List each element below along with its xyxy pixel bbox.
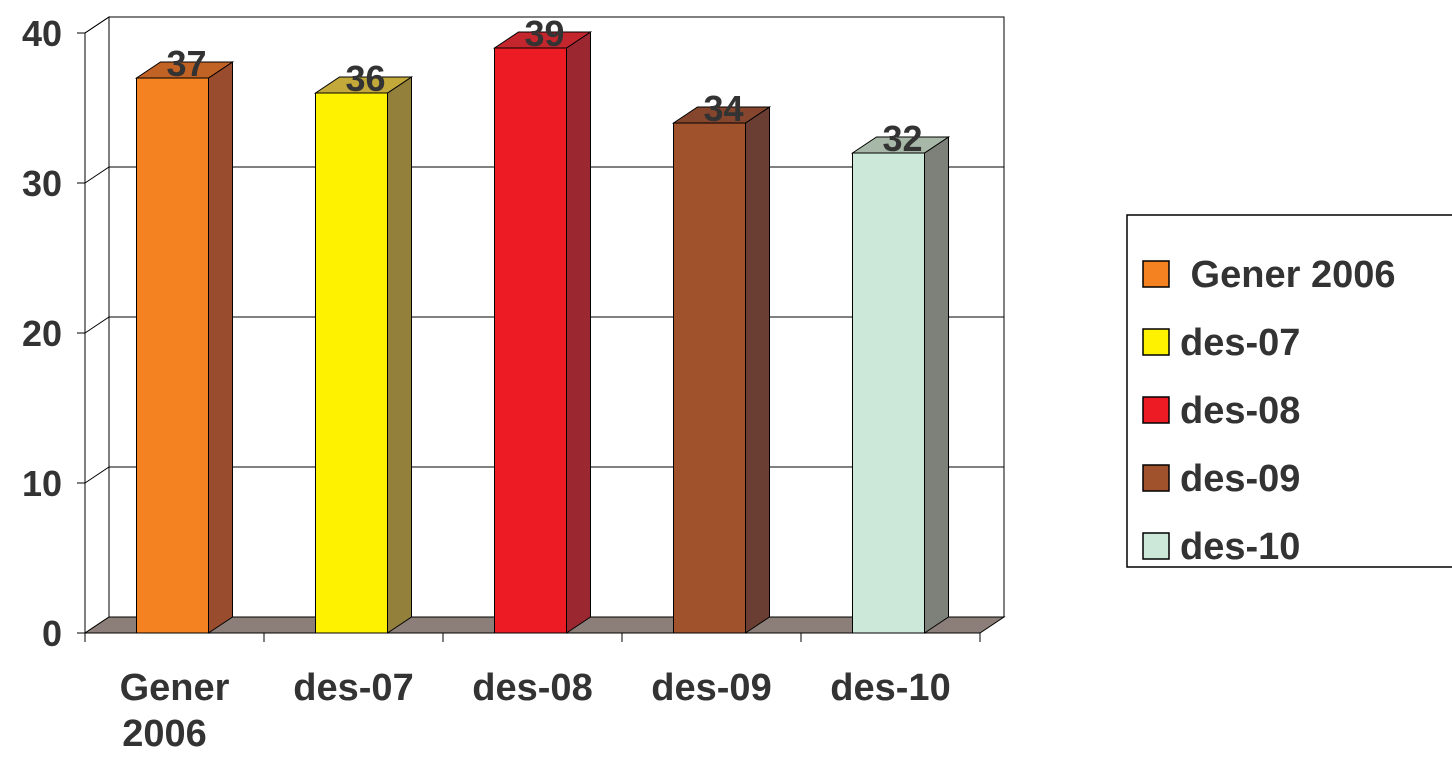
y-tick-label: 40 <box>22 13 62 54</box>
y-tick-label: 20 <box>22 313 62 354</box>
x-tick-label: Gener 2006 <box>120 667 230 755</box>
legend-label: Gener 2006 <box>1180 254 1395 296</box>
bar-des-08 <box>492 31 593 634</box>
legend-swatch <box>1142 532 1170 560</box>
bar-side <box>745 106 770 634</box>
bar-front <box>494 47 567 634</box>
bar-des-07 <box>313 76 414 634</box>
y-tick-label: 10 <box>22 463 62 504</box>
x-axis-tick-labels: Gener 2006 des-07 des-08 des-09 des-10 <box>120 667 951 755</box>
bar-front <box>315 92 388 634</box>
bar-des-09 <box>671 106 772 634</box>
x-tick-label: des-09 <box>651 667 771 709</box>
legend-label: des-08 <box>1180 390 1300 432</box>
legend: Gener 2006 des-07 des-08 des-09 des-10 <box>1126 214 1452 568</box>
legend-swatch <box>1142 328 1170 356</box>
x-tick-label: des-08 <box>472 667 592 709</box>
gridline-40 <box>84 16 1004 34</box>
legend-box <box>1126 214 1452 568</box>
y-tick-label: 30 <box>22 163 62 204</box>
x-tick-label-line: des-10 <box>830 667 950 709</box>
data-label: 32 <box>882 118 922 159</box>
legend-label: des-10 <box>1180 526 1300 568</box>
x-tick-label-line: des-07 <box>293 667 413 709</box>
bar-side <box>387 76 412 634</box>
y-tick-label: 0 <box>42 613 62 654</box>
legend-swatch <box>1142 464 1170 492</box>
data-label: 39 <box>524 13 564 54</box>
x-tick-label: des-07 <box>293 667 413 709</box>
data-labels: 37 36 39 34 32 <box>166 13 922 159</box>
bar-side <box>566 31 591 634</box>
x-tick-label: des-10 <box>830 667 950 709</box>
data-label: 37 <box>166 43 206 84</box>
data-label: 36 <box>345 58 385 99</box>
bar-front <box>673 122 746 634</box>
legend-label: des-07 <box>1180 322 1300 364</box>
legend-label: des-09 <box>1180 458 1300 500</box>
bar-gener-2006 <box>134 61 235 634</box>
x-tick-label-line: des-09 <box>651 667 771 709</box>
bar-front <box>136 77 209 634</box>
x-tick-label-line: Gener <box>120 667 230 709</box>
bar-side <box>208 61 233 634</box>
x-tick-label-line: 2006 <box>122 713 207 755</box>
x-tick-label-line: des-08 <box>472 667 592 709</box>
data-label: 34 <box>703 88 743 129</box>
bars <box>134 31 951 634</box>
y-axis-tick-labels: 0 10 20 30 40 <box>22 13 62 654</box>
bar-front <box>852 152 925 634</box>
bar-side <box>924 136 949 634</box>
legend-swatch <box>1142 260 1170 288</box>
legend-swatch <box>1142 396 1170 424</box>
bar-des-10 <box>850 136 951 634</box>
